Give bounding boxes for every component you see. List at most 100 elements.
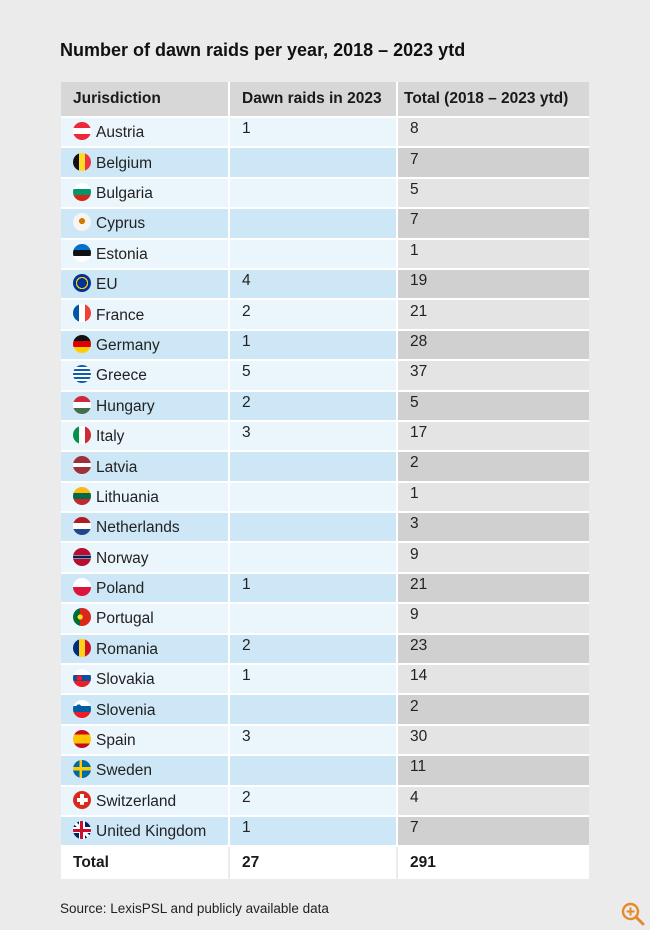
united-kingdom-flag-icon (73, 821, 91, 840)
cell-jurisdiction: Switzerland (61, 784, 229, 816)
zoom-in-icon[interactable] (620, 901, 646, 927)
cell-jurisdiction: Austria (61, 115, 229, 148)
jurisdiction-name: Romania (96, 640, 159, 658)
total-value: 5 (410, 180, 419, 198)
dawn-raids-2023-value: 1 (242, 819, 251, 837)
netherlands-flag-icon (73, 517, 91, 536)
cell-jurisdiction: Spain (61, 723, 229, 756)
table-row: Cyprus 7 (61, 207, 589, 239)
cell-dawn-raids-2023 (228, 237, 398, 269)
table-row: Sweden 11 (61, 754, 589, 786)
table-row: EU 4 19 (61, 267, 589, 300)
table-row: France 2 21 (61, 298, 589, 330)
cell-dawn-raids-2023 (228, 754, 398, 786)
cell-total: 9 (397, 602, 589, 634)
dawn-raids-2023-value: 2 (242, 788, 251, 806)
cell-dawn-raids-2023 (228, 511, 398, 543)
total-value: 2 (410, 454, 419, 472)
jurisdiction-name: Estonia (96, 245, 148, 263)
cell-total: 1 (397, 480, 589, 513)
total-value: 7 (410, 819, 419, 837)
jurisdiction-name: Slovakia (96, 671, 155, 689)
cell-dawn-raids-2023 (228, 146, 398, 178)
poland-flag-icon (73, 578, 91, 596)
france-flag-icon (73, 304, 91, 323)
cell-jurisdiction: Portugal (61, 602, 229, 634)
estonia-flag-icon (73, 243, 91, 262)
total-value: 9 (410, 545, 419, 563)
eu-flag-icon (73, 274, 91, 293)
total-overall: 291 (397, 845, 589, 880)
jurisdiction-name: Netherlands (96, 519, 180, 537)
table-row: Netherlands 3 (61, 511, 589, 543)
table-body: Austria 1 8 Belgium 7 Bulgaria 5 Cyprus 7 Estonia… (61, 115, 589, 847)
total-value: 1 (410, 484, 419, 502)
italy-flag-icon (73, 426, 91, 445)
cell-dawn-raids-2023: 2 (228, 298, 398, 330)
jurisdiction-name: Greece (96, 367, 147, 385)
total-value: 21 (410, 576, 428, 594)
jurisdiction-name: Switzerland (96, 792, 177, 810)
table-row: Latvia 2 (61, 450, 589, 482)
cell-total: 37 (397, 359, 589, 391)
cell-dawn-raids-2023: 5 (228, 359, 398, 391)
total-value: 5 (410, 393, 419, 411)
austria-flag-icon (73, 122, 91, 141)
cell-jurisdiction: United Kingdom (61, 814, 229, 847)
total-value: 14 (410, 667, 428, 685)
jurisdiction-name: United Kingdom (96, 823, 207, 841)
dawn-raids-2023-value: 3 (242, 728, 251, 745)
cell-dawn-raids-2023 (228, 602, 398, 634)
spain-flag-icon (73, 729, 91, 748)
portugal-flag-icon (73, 608, 91, 627)
cyprus-flag-icon (73, 213, 91, 232)
cell-total: 21 (397, 298, 589, 330)
source-note: Source: LexisPSL and publicly available … (60, 901, 329, 916)
total-value: 2 (410, 697, 419, 715)
cell-total: 9 (397, 541, 589, 573)
table-row: Belgium 7 (61, 146, 589, 178)
cell-jurisdiction: Poland (61, 571, 229, 604)
cell-jurisdiction: Lithuania (61, 480, 229, 513)
jurisdiction-name: Belgium (96, 154, 152, 172)
total-row: Total 27 291 (61, 845, 589, 880)
table-row: Norway 9 (61, 541, 589, 573)
cell-dawn-raids-2023 (228, 207, 398, 239)
dawn-raids-2023-value: 1 (242, 332, 251, 350)
cell-dawn-raids-2023: 1 (228, 115, 398, 148)
cell-dawn-raids-2023: 2 (228, 784, 398, 816)
cell-total: 2 (397, 693, 589, 725)
table-row: Spain 3 30 (61, 723, 589, 756)
cell-total: 7 (397, 207, 589, 239)
cell-dawn-raids-2023: 4 (228, 267, 398, 300)
dawn-raids-2023-value: 4 (242, 272, 251, 290)
column-header-dawn-raids-2023: Dawn raids in 2023 (229, 82, 398, 117)
table-header-row: Jurisdiction Dawn raids in 2023 Total (2… (61, 82, 589, 117)
cell-total: 21 (397, 571, 589, 604)
romania-flag-icon (73, 638, 91, 657)
chart-title: Number of dawn raids per year, 2018 – 20… (60, 40, 466, 60)
cell-dawn-raids-2023 (228, 176, 398, 209)
cell-jurisdiction: Sweden (61, 754, 229, 786)
table-row: Lithuania 1 (61, 480, 589, 513)
jurisdiction-name: Lithuania (96, 488, 159, 506)
cell-dawn-raids-2023 (228, 450, 398, 482)
sweden-flag-icon (73, 760, 91, 779)
dawn-raids-2023-value: 2 (242, 636, 251, 654)
jurisdiction-name: EU (96, 276, 118, 294)
cell-total: 5 (397, 389, 589, 421)
cell-total: 4 (397, 784, 589, 816)
latvia-flag-icon (73, 456, 91, 475)
table-row: Hungary 2 5 (61, 389, 589, 421)
cell-dawn-raids-2023: 2 (228, 632, 398, 665)
total-value: 3 (410, 515, 419, 533)
bulgaria-flag-icon (73, 182, 91, 201)
total-value: 23 (410, 636, 428, 654)
belgium-flag-icon (73, 152, 91, 171)
total-value: 7 (410, 150, 419, 168)
table-row: Austria 1 8 (61, 115, 589, 148)
cell-jurisdiction: Norway (61, 541, 229, 573)
slovakia-flag-icon (73, 669, 91, 688)
jurisdiction-name: Cyprus (96, 215, 146, 233)
cell-jurisdiction: Italy (61, 419, 229, 452)
